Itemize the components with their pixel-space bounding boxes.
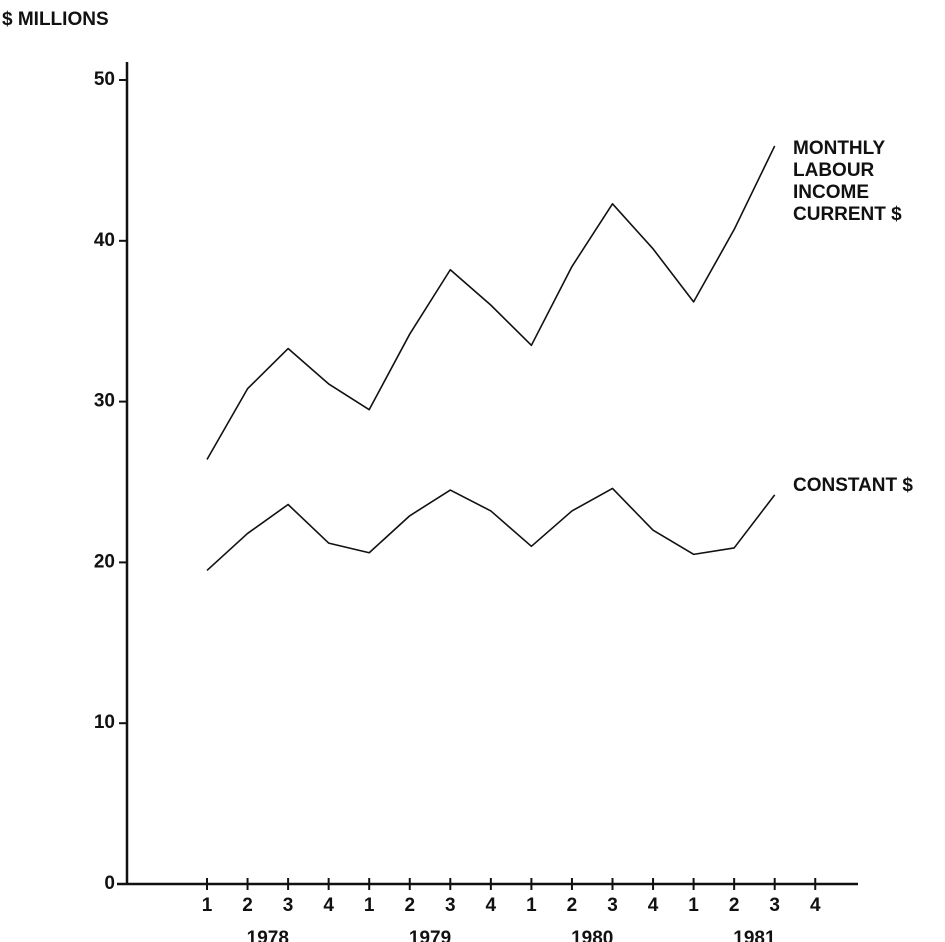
x-group-label: 1981 bbox=[733, 928, 776, 942]
x-group-label: 1979 bbox=[409, 928, 451, 942]
x-tick-label: 1 bbox=[202, 895, 213, 916]
x-tick-label: 3 bbox=[607, 895, 618, 916]
x-tick-label: 2 bbox=[404, 895, 415, 916]
y-tick-label: 50 bbox=[94, 69, 115, 90]
x-tick-label: 1 bbox=[526, 895, 537, 916]
series-line bbox=[206, 145, 776, 460]
series-label: MONTHLY LABOUR INCOME CURRENT $ bbox=[793, 138, 902, 225]
y-tick-label: 30 bbox=[94, 391, 115, 412]
x-tick-label: 4 bbox=[486, 895, 497, 916]
y-tick-label: 20 bbox=[94, 551, 115, 572]
x-tick-label: 1 bbox=[688, 895, 699, 916]
x-tick-label: 4 bbox=[810, 895, 821, 916]
series-label: CONSTANT $ bbox=[793, 475, 913, 496]
x-tick-label: 3 bbox=[283, 895, 294, 916]
x-tick-label: 4 bbox=[648, 895, 659, 916]
x-tick-label: 2 bbox=[242, 895, 253, 916]
x-tick-label: 3 bbox=[769, 895, 780, 916]
x-tick-label: 2 bbox=[729, 895, 740, 916]
x-group-label: 1978 bbox=[247, 928, 289, 942]
y-tick-label: 10 bbox=[94, 712, 115, 733]
x-tick-label: 3 bbox=[445, 895, 456, 916]
x-tick-label: 2 bbox=[567, 895, 578, 916]
y-axis-label: $ MILLIONS bbox=[2, 9, 109, 30]
x-group-label: 1980 bbox=[571, 928, 613, 942]
y-tick-label: 40 bbox=[94, 230, 115, 251]
x-tick-label: 4 bbox=[323, 895, 334, 916]
y-tick-label: 0 bbox=[104, 873, 115, 894]
x-tick-label: 1 bbox=[364, 895, 375, 916]
series-line bbox=[206, 487, 776, 572]
